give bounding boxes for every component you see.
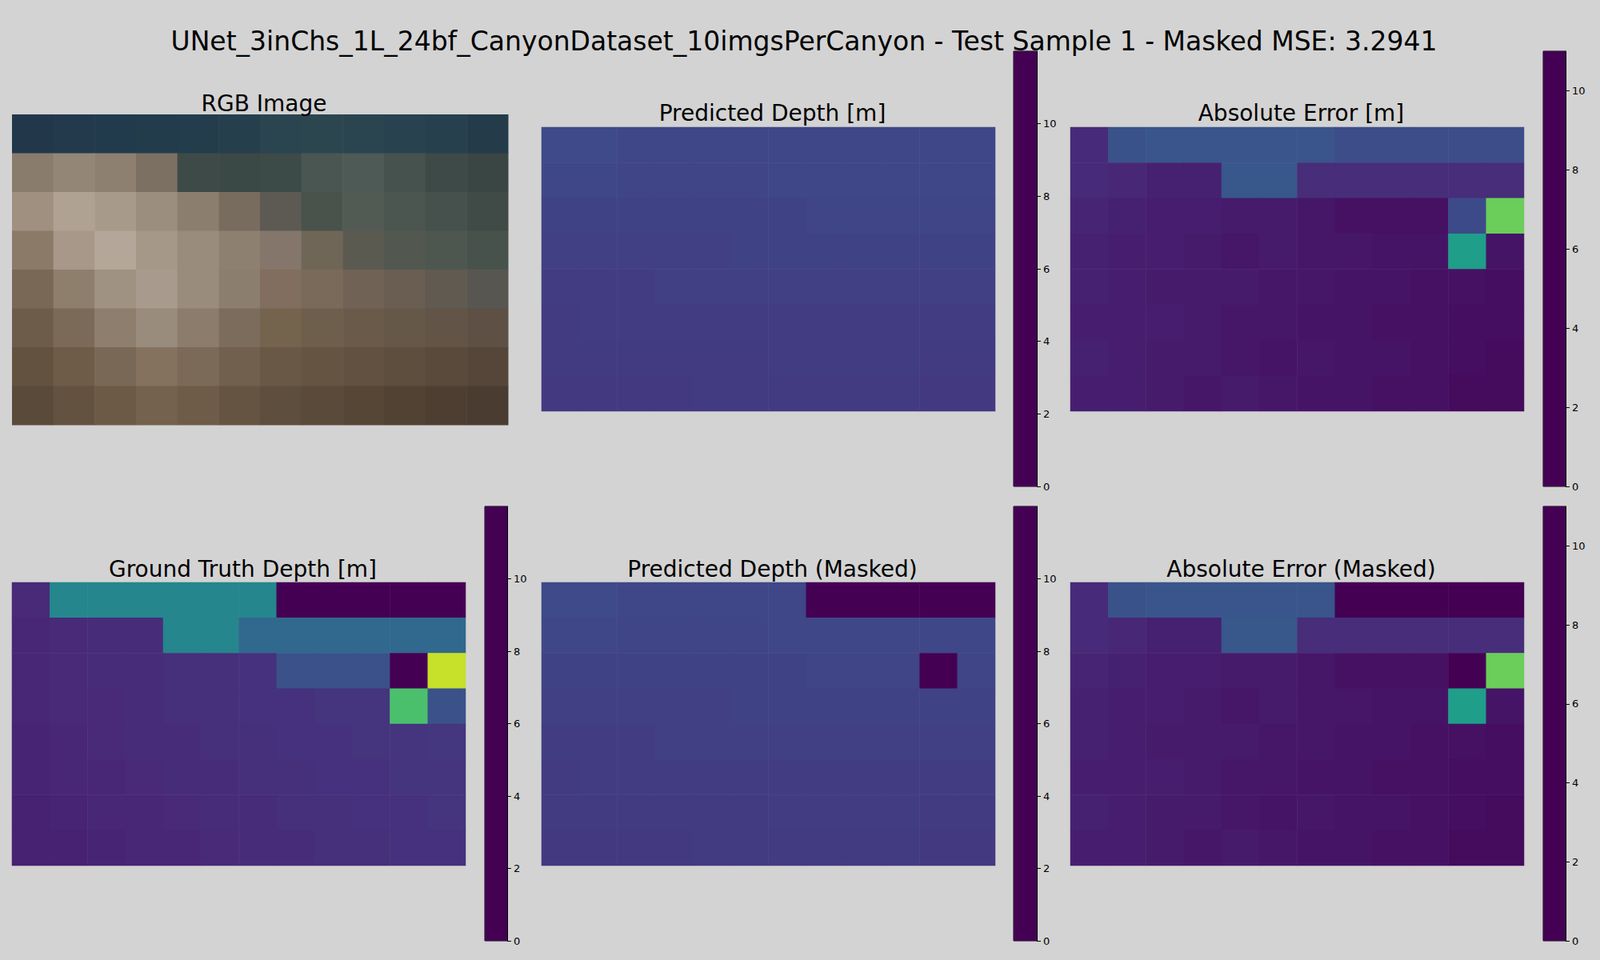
svg-text:6: 6 xyxy=(1043,263,1050,276)
svg-text:2: 2 xyxy=(1572,856,1579,868)
svg-text:6: 6 xyxy=(1572,243,1579,256)
svg-text:4: 4 xyxy=(1043,335,1050,348)
svg-text:6: 6 xyxy=(1572,697,1579,710)
svg-text:4: 4 xyxy=(1043,790,1050,803)
svg-text:10: 10 xyxy=(1043,572,1057,585)
svg-text:Ground Truth Depth [m]: Ground Truth Depth [m] xyxy=(108,556,377,583)
svg-text:10: 10 xyxy=(1043,117,1057,130)
svg-text:0: 0 xyxy=(513,935,520,948)
svg-text:6: 6 xyxy=(1043,717,1050,730)
svg-text:4: 4 xyxy=(1572,776,1579,789)
svg-text:8: 8 xyxy=(1043,645,1050,658)
svg-text:4: 4 xyxy=(513,790,520,803)
svg-text:8: 8 xyxy=(1572,164,1579,176)
svg-text:10: 10 xyxy=(1572,540,1586,552)
svg-text:2: 2 xyxy=(1043,408,1050,420)
svg-text:Predicted Depth [m]: Predicted Depth [m] xyxy=(659,100,887,127)
svg-text:0: 0 xyxy=(1043,935,1050,948)
svg-text:Absolute Error (Masked): Absolute Error (Masked) xyxy=(1166,556,1436,583)
svg-text:8: 8 xyxy=(513,645,520,658)
svg-text:Predicted Depth (Masked): Predicted Depth (Masked) xyxy=(627,556,918,583)
svg-text:8: 8 xyxy=(1043,190,1050,203)
svg-text:2: 2 xyxy=(513,862,520,875)
svg-text:0: 0 xyxy=(1572,935,1579,948)
svg-text:0: 0 xyxy=(1572,480,1579,493)
svg-text:10: 10 xyxy=(1572,84,1586,97)
svg-text:6: 6 xyxy=(513,717,520,730)
svg-text:2: 2 xyxy=(1043,862,1050,875)
svg-text:2: 2 xyxy=(1572,401,1579,414)
svg-text:10: 10 xyxy=(513,572,528,585)
svg-text:8: 8 xyxy=(1572,619,1579,632)
svg-text:UNet_3inChs_1L_24bf_CanyonData: UNet_3inChs_1L_24bf_CanyonDataset_10imgs… xyxy=(170,25,1437,57)
svg-text:RGB Image: RGB Image xyxy=(201,90,328,117)
svg-text:Absolute Error [m]: Absolute Error [m] xyxy=(1198,100,1405,127)
svg-text:4: 4 xyxy=(1572,322,1579,335)
svg-text:0: 0 xyxy=(1043,480,1050,493)
